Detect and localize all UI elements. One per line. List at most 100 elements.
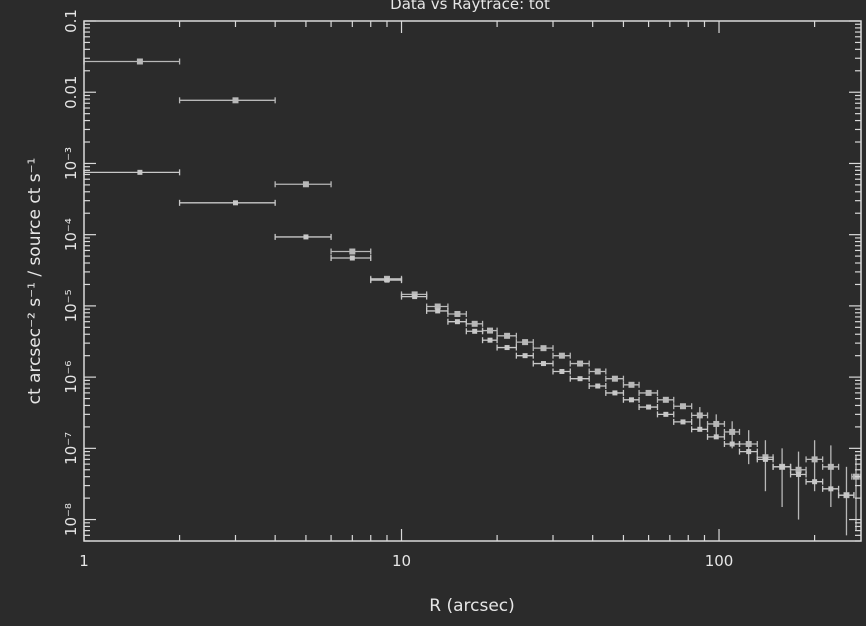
data-point	[465, 328, 484, 335]
data-point	[552, 352, 571, 359]
marker	[762, 456, 768, 462]
marker	[577, 360, 584, 367]
y-tick-label: 10⁻⁵	[62, 289, 80, 322]
data-point	[673, 418, 693, 425]
x-tick-label: 100	[705, 552, 734, 570]
data-point	[588, 368, 607, 375]
data-point	[532, 345, 554, 352]
data-point	[656, 411, 675, 418]
marker	[434, 303, 441, 310]
data-point	[178, 97, 276, 104]
marker	[384, 277, 390, 283]
marker	[232, 200, 238, 206]
marker	[713, 420, 720, 427]
marker	[349, 248, 356, 255]
y-tick-label: 0.1	[62, 9, 80, 33]
marker	[729, 428, 736, 435]
marker	[746, 449, 752, 455]
data-point	[569, 375, 590, 382]
data-point	[274, 181, 332, 188]
data-point	[723, 441, 741, 448]
marker	[745, 441, 752, 448]
data-point	[691, 426, 709, 433]
y-tick-label: 10⁻⁸	[62, 503, 80, 536]
data-point	[691, 407, 709, 427]
marker	[577, 376, 583, 382]
marker	[232, 97, 239, 104]
data-point	[400, 293, 428, 300]
data-point	[821, 485, 840, 492]
data-point	[274, 233, 332, 240]
marker	[662, 396, 669, 403]
data-point	[426, 307, 449, 314]
data-point	[789, 471, 807, 478]
marker	[303, 234, 309, 240]
marker	[522, 339, 529, 346]
marker	[628, 397, 634, 403]
marker	[628, 381, 635, 388]
marker	[812, 479, 818, 485]
marker	[594, 368, 601, 375]
marker	[795, 466, 802, 473]
y-tick-label: 0.01	[62, 76, 80, 109]
marker	[412, 294, 418, 300]
chart-title: Data vs Raytrace: tot	[390, 0, 550, 13]
x-tick-label: 10	[392, 552, 411, 570]
y-axis-label: ct arcsec⁻² s⁻¹ / source ct s⁻¹	[25, 158, 45, 405]
marker	[471, 320, 478, 327]
marker	[504, 345, 510, 351]
data-point	[772, 463, 792, 470]
marker	[487, 337, 493, 343]
data-point	[605, 375, 625, 382]
marker	[697, 426, 703, 432]
marker	[713, 434, 719, 440]
data-point	[370, 277, 403, 284]
data-point	[496, 344, 518, 351]
marker	[454, 319, 460, 325]
marker	[522, 353, 528, 359]
marker	[696, 412, 703, 419]
data-point	[638, 404, 659, 411]
x-axis-label: R (arcsec)	[429, 596, 515, 616]
data-point	[588, 383, 607, 390]
marker	[349, 255, 355, 261]
marker	[472, 328, 478, 334]
marker	[540, 361, 546, 367]
marker	[796, 471, 802, 477]
y-tick-label: 10⁻⁴	[62, 218, 80, 251]
data-point	[673, 403, 693, 410]
data-point	[837, 492, 855, 499]
marker	[136, 58, 143, 65]
y-tick-label: 10⁻³	[62, 147, 80, 180]
data-point	[330, 255, 372, 262]
data-point	[569, 360, 590, 367]
marker	[843, 492, 849, 498]
marker	[663, 411, 669, 417]
data-point	[178, 199, 276, 206]
marker	[504, 332, 511, 339]
y-tick-label: 10⁻⁶	[62, 361, 80, 394]
data-point	[656, 396, 675, 403]
data-point	[515, 352, 534, 359]
marker	[559, 368, 565, 374]
data-point	[638, 389, 659, 396]
marker	[779, 464, 785, 470]
data-point	[821, 445, 840, 508]
marker	[540, 345, 547, 352]
data-point	[330, 248, 372, 255]
marker	[435, 308, 441, 314]
marker	[646, 404, 652, 410]
marker	[680, 419, 686, 425]
marker	[487, 327, 494, 334]
marker	[729, 441, 735, 447]
y-tick-label: 10⁻⁷	[62, 432, 80, 465]
data-marks	[83, 58, 861, 536]
marker	[611, 375, 618, 382]
marker	[558, 352, 565, 359]
data-point	[532, 360, 554, 367]
marker	[302, 181, 309, 188]
marker	[454, 310, 461, 317]
marker	[811, 456, 818, 463]
data-point	[515, 339, 534, 346]
marker	[828, 486, 834, 492]
